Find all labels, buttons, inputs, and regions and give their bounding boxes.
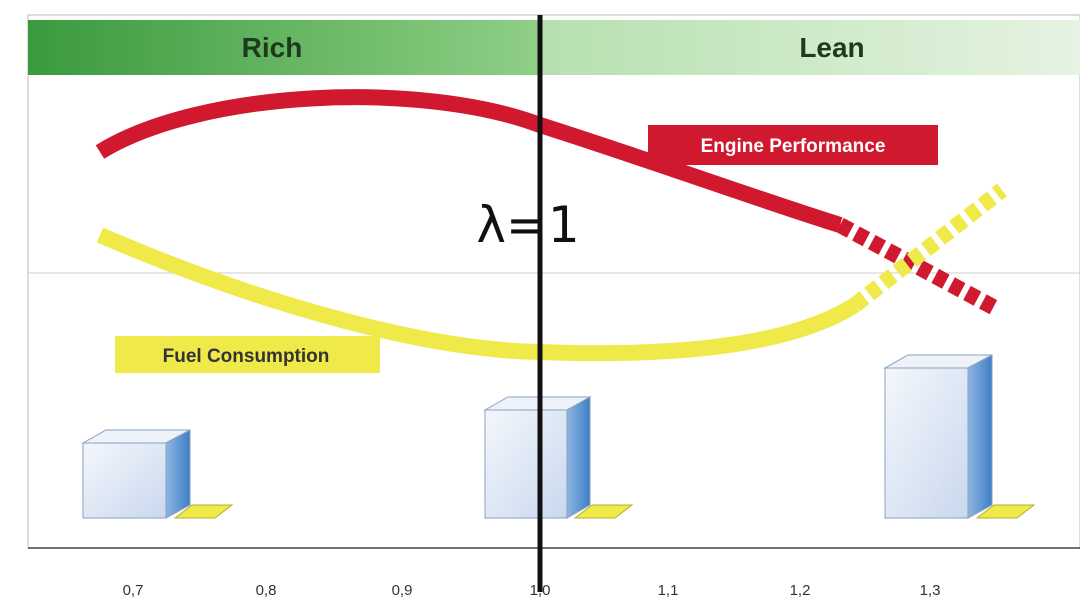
lean-label: Lean [799,32,864,63]
axis-ticks: 0,7 0,8 0,9 1,0 1,1 1,2 1,3 [123,582,941,599]
x-tick-label: 0,7 [123,582,144,599]
page: Rich Lean Engine Performance Fuel Consum… [0,0,1080,603]
x-tick-label: 1,1 [658,582,679,599]
x-tick-label: 0,9 [392,582,413,599]
rich-label: Rich [242,32,303,63]
x-tick-label: 1,0 [530,582,551,599]
diagram: Rich Lean Engine Performance Fuel Consum… [0,0,1080,603]
x-tick-label: 0,8 [256,582,277,599]
x-tick-label: 1,2 [790,582,811,599]
consumption-label: Fuel Consumption [163,346,330,367]
performance-label: Engine Performance [701,136,886,157]
x-tick-label: 1,3 [920,582,941,599]
lambda-label: λ=1 [476,196,579,254]
